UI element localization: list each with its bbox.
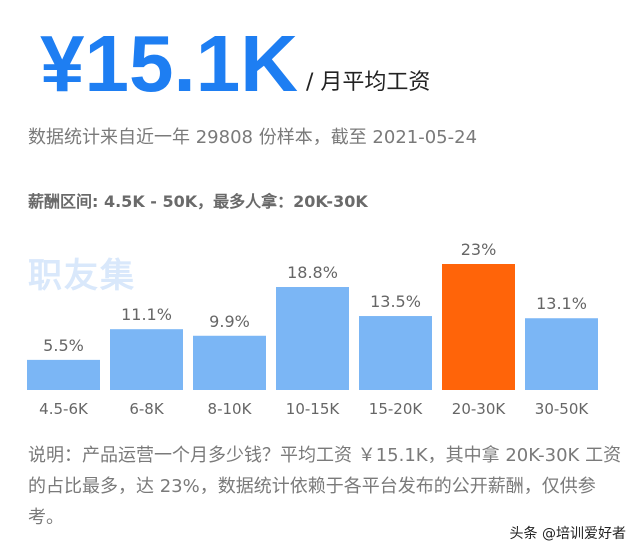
source-credit: 头条 @培训爱好者 — [509, 526, 626, 542]
sample-info: 数据统计来自近一年 29808 份样本，截至 2021-05-24 — [28, 127, 478, 148]
bar-10-15K — [276, 287, 349, 390]
bar-8-10K — [193, 335, 266, 390]
bar-value-label: 18.8% — [287, 263, 338, 282]
x-tick-label: 10-15K — [286, 400, 341, 418]
x-tick-label: 15-20K — [369, 400, 424, 418]
x-tick-label: 8-10K — [208, 400, 253, 418]
x-tick-label: 20-30K — [452, 400, 507, 418]
bar-15-20K — [359, 316, 432, 390]
bar-20-30K — [442, 264, 515, 390]
bar-4.5-6K — [27, 359, 100, 390]
x-tick-label: 30-50K — [535, 400, 590, 418]
description-note: 说明：产品运营一个月多少钱？平均工资 ￥15.1K，其中拿 20K-30K 工资… — [28, 445, 622, 528]
bar-value-label: 13.1% — [536, 294, 587, 313]
bar-value-label: 11.1% — [121, 305, 172, 324]
average-salary-value: ¥15.1K — [40, 19, 298, 108]
brand-watermark: 职友集 — [28, 256, 136, 296]
salary-header: ¥15.1K / 月平均工资 — [40, 24, 430, 104]
bar-6-8K — [110, 329, 183, 390]
salary-distribution-chart: 5.5% 4.5-6K 11.1% 6-8K 9.9% 8-10K 18.8% 10-15K 1… — [27, 240, 598, 418]
bar-value-label: 13.5% — [370, 292, 421, 311]
x-tick-label: 6-8K — [129, 400, 164, 418]
salary-range-info: 薪酬区间: 4.5K - 50K，最多人拿：20K-30K — [28, 192, 368, 211]
average-salary-unit: / 月平均工资 — [305, 70, 431, 95]
bar-value-label: 5.5% — [43, 336, 84, 355]
x-tick-label: 4.5-6K — [39, 400, 89, 418]
bar-value-label: 23% — [461, 240, 497, 259]
bar-value-label: 9.9% — [209, 312, 250, 331]
bar-30-50K — [525, 318, 598, 390]
